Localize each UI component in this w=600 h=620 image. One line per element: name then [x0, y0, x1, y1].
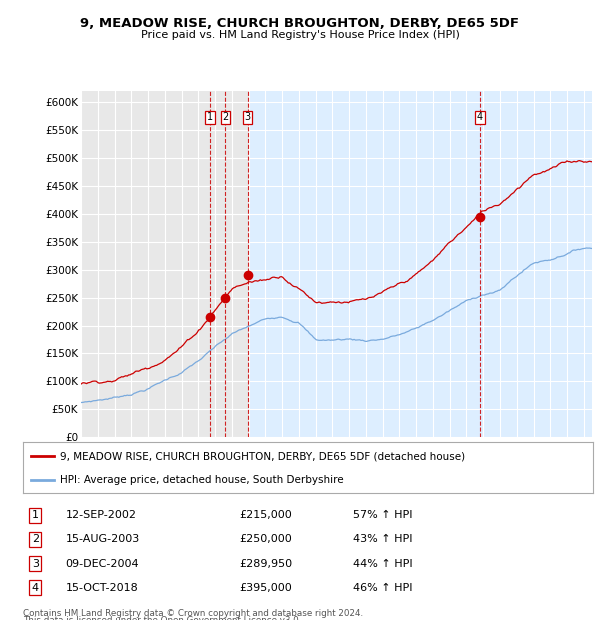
Text: 1: 1 — [32, 510, 39, 520]
Text: 3: 3 — [32, 559, 39, 569]
Text: Price paid vs. HM Land Registry's House Price Index (HPI): Price paid vs. HM Land Registry's House … — [140, 30, 460, 40]
Text: 43% ↑ HPI: 43% ↑ HPI — [353, 534, 413, 544]
Text: 1: 1 — [207, 112, 213, 122]
Text: £250,000: £250,000 — [239, 534, 292, 544]
Text: 2: 2 — [32, 534, 39, 544]
Text: 15-OCT-2018: 15-OCT-2018 — [65, 583, 139, 593]
Text: HPI: Average price, detached house, South Derbyshire: HPI: Average price, detached house, Sout… — [60, 475, 343, 485]
Text: 4: 4 — [476, 112, 483, 122]
Bar — [248, 91, 592, 437]
Text: 15-AUG-2003: 15-AUG-2003 — [65, 534, 140, 544]
Text: 9, MEADOW RISE, CHURCH BROUGHTON, DERBY, DE65 5DF: 9, MEADOW RISE, CHURCH BROUGHTON, DERBY,… — [80, 17, 520, 30]
Text: £215,000: £215,000 — [239, 510, 292, 520]
Text: 57% ↑ HPI: 57% ↑ HPI — [353, 510, 413, 520]
Text: Contains HM Land Registry data © Crown copyright and database right 2024.: Contains HM Land Registry data © Crown c… — [23, 609, 363, 618]
Text: 09-DEC-2004: 09-DEC-2004 — [65, 559, 139, 569]
Text: £289,950: £289,950 — [239, 559, 293, 569]
Text: 4: 4 — [32, 583, 39, 593]
Text: 44% ↑ HPI: 44% ↑ HPI — [353, 559, 413, 569]
Text: 12-SEP-2002: 12-SEP-2002 — [65, 510, 137, 520]
Text: 9, MEADOW RISE, CHURCH BROUGHTON, DERBY, DE65 5DF (detached house): 9, MEADOW RISE, CHURCH BROUGHTON, DERBY,… — [60, 451, 465, 461]
Text: £395,000: £395,000 — [239, 583, 292, 593]
Text: 3: 3 — [245, 112, 251, 122]
Text: This data is licensed under the Open Government Licence v3.0.: This data is licensed under the Open Gov… — [23, 616, 301, 620]
Text: 46% ↑ HPI: 46% ↑ HPI — [353, 583, 413, 593]
Text: 2: 2 — [223, 112, 229, 122]
